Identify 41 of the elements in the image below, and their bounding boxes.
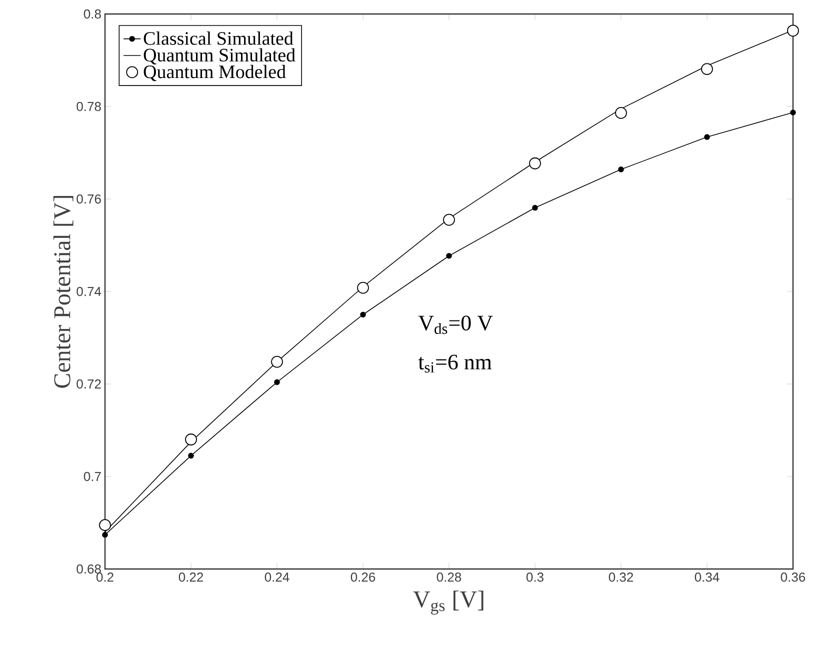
point	[188, 452, 194, 459]
point	[99, 519, 111, 532]
x-tick-label: 0.24	[264, 572, 290, 582]
point	[446, 252, 452, 259]
point	[443, 214, 455, 226]
x-tick-label: 0.36	[780, 572, 806, 582]
x-tick-label: 0.28	[436, 572, 462, 582]
point	[790, 110, 796, 116]
x-axis-title: V$_{gs}$ [V]	[413, 590, 484, 615]
point	[360, 312, 366, 318]
point	[532, 204, 538, 211]
point	[185, 434, 197, 446]
annotation: V$_{ds}$=0 V	[418, 316, 493, 334]
y-axis-title: Center Potential [V]	[53, 196, 74, 388]
x-tick-label: 0.3	[526, 572, 544, 582]
point	[704, 134, 710, 140]
point	[274, 379, 280, 386]
point	[701, 63, 713, 75]
point	[618, 166, 624, 172]
point	[271, 356, 283, 368]
annotation: t$_{si}$=6 nm	[418, 354, 492, 373]
point	[357, 282, 369, 294]
y-tick-label: 0.7	[84, 472, 101, 482]
x-tick-label: 0.22	[178, 572, 203, 582]
legend-label: Classical Simulated	[144, 32, 294, 45]
x-tick-label: 0.2	[96, 572, 114, 582]
legend-label: Quantum Simulated	[144, 48, 296, 64]
y-tick-label: 0.76	[76, 194, 101, 204]
point	[529, 157, 541, 170]
y-tick-label: 0.78	[76, 102, 101, 112]
point	[102, 532, 108, 538]
point	[787, 24, 799, 37]
y-tick-label: 0.68	[76, 564, 101, 574]
y-tick-label: 0.72	[76, 379, 101, 389]
x-tick-label: 0.32	[608, 572, 633, 582]
point	[615, 107, 627, 119]
y-tick-label: 0.74	[76, 286, 102, 296]
x-tick-label: 0.34	[694, 572, 720, 582]
x-tick-label: 0.26	[350, 572, 376, 582]
legend-label: Quantum Modeled	[144, 64, 286, 82]
y-tick-label: 0.8	[84, 9, 101, 19]
